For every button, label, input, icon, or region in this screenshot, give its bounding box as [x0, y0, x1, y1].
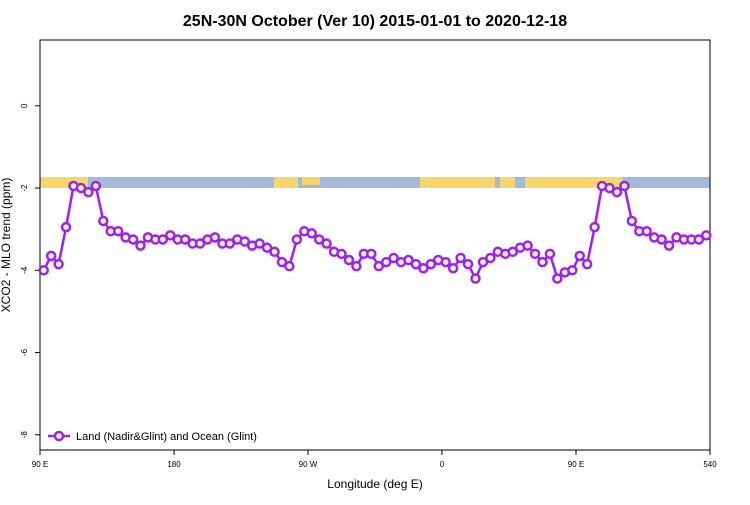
data-point	[485, 252, 496, 264]
land-strip	[302, 177, 320, 185]
data-point	[581, 258, 593, 270]
data-point	[477, 256, 489, 268]
data-point	[552, 273, 563, 284]
data-point	[83, 186, 94, 198]
y-tick-label: -2	[20, 184, 29, 192]
data-point	[336, 248, 347, 260]
y-tick-label: -8	[20, 431, 29, 439]
chart-title: 25N-30N October (Ver 10) 2015-01-01 to 2…	[183, 13, 567, 30]
data-point	[261, 242, 273, 253]
data-point	[38, 265, 49, 276]
land-strip	[525, 177, 622, 188]
data-point	[135, 240, 146, 251]
land-strip	[274, 177, 298, 188]
x-tick-label: 90 E	[32, 460, 48, 469]
data-point	[90, 180, 102, 192]
data-point	[604, 182, 615, 194]
data-point	[455, 252, 466, 264]
data-point	[529, 248, 541, 260]
data-point	[462, 258, 474, 270]
legend-marker	[53, 430, 65, 442]
data-point	[418, 262, 429, 274]
data-point	[269, 246, 280, 258]
land-strip	[420, 177, 495, 188]
data-point	[321, 238, 332, 249]
data-point	[60, 221, 72, 233]
data-point	[75, 182, 87, 194]
data-point	[663, 240, 675, 251]
x-tick-label: 180	[167, 460, 181, 469]
x-tick-label: 0	[440, 460, 445, 469]
data-point	[447, 262, 459, 274]
data-point	[209, 232, 221, 243]
land-strip	[40, 177, 88, 188]
data-point	[291, 234, 303, 245]
y-tick-label: -4	[20, 266, 29, 274]
data-point	[45, 250, 57, 262]
data-point	[306, 228, 317, 239]
x-tick-label: 540	[703, 460, 717, 469]
data-point	[313, 234, 325, 245]
data-point	[254, 238, 265, 249]
x-tick-label: 90 W	[299, 460, 318, 469]
data-point	[522, 240, 533, 251]
data-point	[611, 186, 623, 198]
data-point	[239, 236, 250, 247]
data-point	[276, 256, 288, 268]
data-point	[693, 234, 705, 245]
data-point	[567, 265, 578, 276]
data-point	[284, 260, 295, 272]
data-point	[440, 256, 451, 268]
y-tick-label: -6	[20, 348, 29, 356]
data-point	[373, 260, 384, 272]
surface-strip	[40, 177, 710, 188]
data-point	[351, 260, 362, 272]
data-point	[366, 248, 377, 260]
data-point	[112, 225, 124, 237]
data-point	[343, 254, 355, 266]
data-point	[157, 234, 169, 245]
x-tick-label: 90 E	[568, 460, 584, 469]
data-point	[388, 252, 399, 264]
ocean-strip	[40, 177, 710, 188]
data-point	[194, 238, 206, 249]
data-point	[619, 180, 630, 192]
y-axis-label: XCO2 - MLO trend (ppm)	[0, 178, 13, 313]
data-point	[656, 234, 667, 245]
data-point	[224, 238, 236, 249]
data-point	[626, 215, 638, 227]
data-point	[380, 256, 392, 268]
data-point	[544, 248, 556, 260]
data-point	[470, 273, 481, 284]
x-axis-label: Longitude (deg E)	[327, 477, 422, 491]
data-point	[507, 246, 518, 258]
y-tick-label: 0	[20, 103, 29, 108]
legend-label: Land (Nadir&Glint) and Ocean (Glint)	[76, 431, 257, 443]
data-point	[589, 221, 600, 233]
data-point	[403, 254, 414, 266]
data-point	[701, 230, 712, 241]
plot-frame	[39, 39, 711, 451]
land-strip	[500, 177, 515, 188]
data-point	[53, 258, 64, 270]
data-point	[537, 256, 548, 268]
data-point	[425, 258, 437, 270]
data-point	[179, 234, 191, 245]
data-point	[641, 225, 652, 237]
data-point	[165, 230, 176, 241]
data-point	[410, 258, 422, 270]
data-point	[98, 215, 109, 227]
data-point	[574, 250, 585, 262]
data-point	[127, 234, 139, 245]
